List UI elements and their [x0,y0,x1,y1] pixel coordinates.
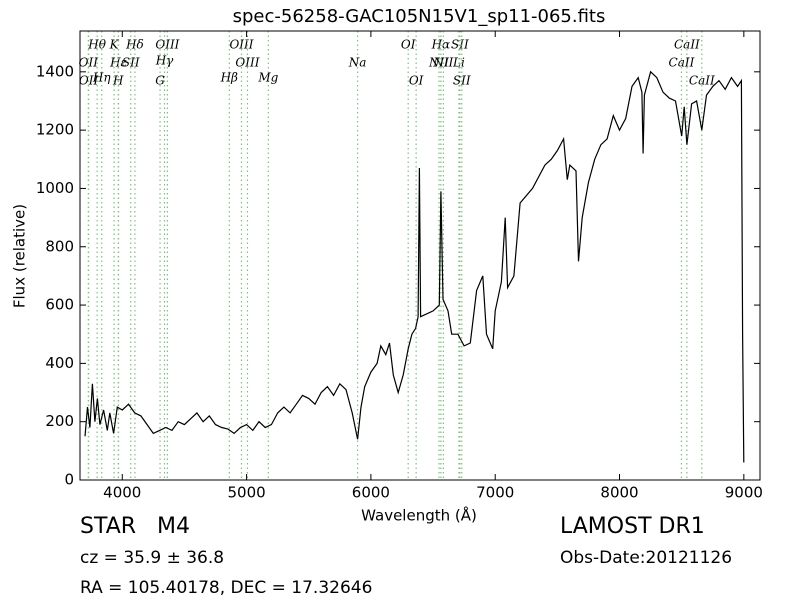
spectral-line-label: OIII [235,56,259,70]
x-tick-label: 9000 [725,484,763,502]
coordinates: RA = 105.40178, DEC = 17.32646 [80,578,372,598]
spectral-line-label: Hθ [87,38,106,52]
spectral-line-label: Hα [431,38,451,52]
spectral-line-label: CaII [689,74,715,88]
spectral-line-label: G [155,74,165,88]
data-release: LAMOST DR1 [560,514,705,539]
spectral-line-label: CaII [669,56,695,70]
spectral-line-label: SII [453,74,471,88]
y-tick-label: 0 [64,471,74,489]
spectral-line-label: OI [409,74,424,88]
spectral-line-label: H [112,74,124,88]
y-tick-label: 1000 [36,179,74,197]
spectral-line-label: SII [451,38,469,52]
spectral-line-label: NII [428,56,449,70]
spectral-line-label: OI [401,38,416,52]
chart-title: spec-56258-GAC105N15V1_sp11-065.fits [233,6,606,27]
plot-frame [79,30,761,481]
spectral-line-label: SII [122,56,140,70]
spectral-line-label: Hδ [125,38,144,52]
spectral-line-label: Hγ [155,54,174,68]
object-type: STAR M4 [80,514,190,539]
redshift: cz = 35.9 ± 36.8 [80,548,224,568]
x-tick-label: 7000 [476,484,514,502]
spectral-line-label: Hβ [220,71,238,85]
x-tick-label: 4000 [103,484,141,502]
y-axis-label: Flux (relative) [11,204,29,308]
x-tick-label: 6000 [352,484,390,502]
spectral-line-label: OIII [155,38,179,52]
y-tick-label: 800 [45,237,74,255]
spectrum-line [84,70,745,463]
y-tick-label: 200 [45,412,74,430]
spectral-line-label: CaII [674,38,700,52]
y-tick-label: 400 [45,354,74,372]
spectral-line-label: K [109,38,120,52]
obs-date: Obs-Date:20121126 [560,548,732,568]
y-tick-label: 600 [45,296,74,314]
spectral-line-label: Hη [92,71,111,85]
spectral-line-label: Mg [257,71,278,85]
x-tick-label: 8000 [600,484,638,502]
spectral-line-label: OII [79,74,99,88]
spectral-line-label: OIII [229,38,253,52]
x-tick-label: 5000 [227,484,265,502]
spectral-line-label: Li [452,56,465,70]
x-axis-label: Wavelength (Å) [361,506,477,525]
spectral-line-label: NII [432,56,453,70]
y-tick-label: 1400 [36,62,74,80]
spectral-line-label: Na [348,56,367,70]
y-tick-label: 1200 [36,121,74,139]
